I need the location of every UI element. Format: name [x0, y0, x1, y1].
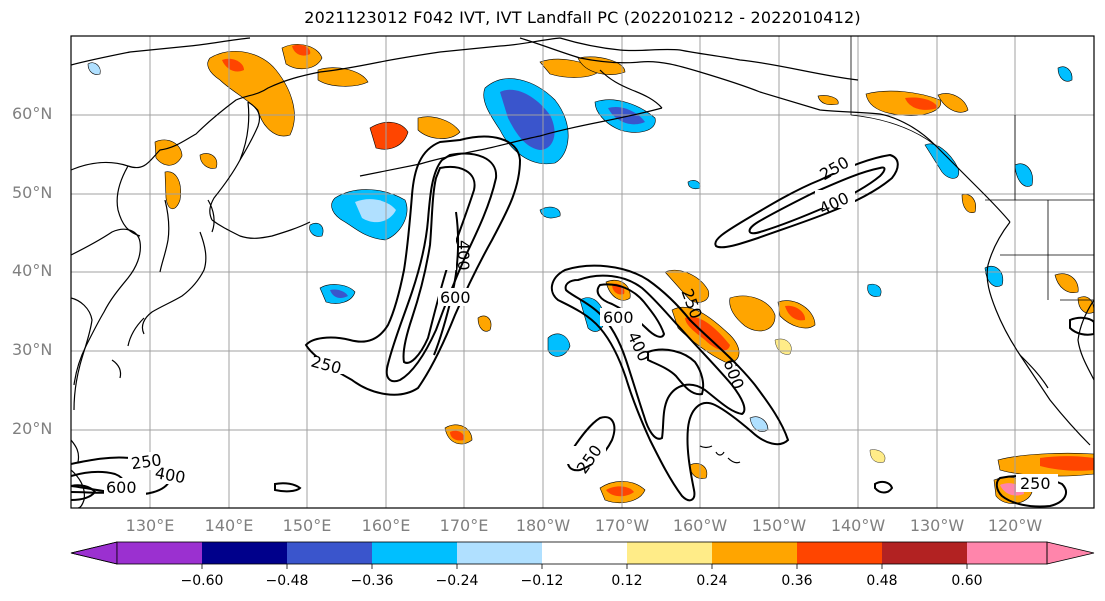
lat-label-40n: 40°N: [12, 261, 53, 280]
colorbar-extend-low: [70, 541, 118, 565]
lon-label: 150°W: [751, 516, 807, 535]
lat-label-30n: 30°N: [12, 340, 53, 359]
contour-label-400: 400: [624, 329, 654, 365]
lon-label: 130°E: [125, 516, 175, 535]
colorbar-tick-label: 0.12: [611, 573, 643, 589]
colorbar-bin: [202, 542, 287, 564]
lat-label-50n: 50°N: [12, 183, 53, 202]
colorbar-bin: [967, 542, 1047, 564]
map-plot-area: 250 400 600 600 250 400 600 250 250 400 …: [71, 36, 1094, 508]
colorbar-tick-label: 0.24: [696, 573, 728, 589]
colorbar-tick-label: 0.48: [866, 573, 898, 589]
lon-label: 120°W: [987, 516, 1043, 535]
lon-label: 180°W: [515, 516, 571, 535]
contour-label-600: 600: [106, 478, 137, 497]
colorbar-tick-label: 0.36: [781, 573, 813, 589]
coastlines: [71, 37, 1094, 508]
colorbar-bin: [372, 542, 457, 564]
lon-label: 160°W: [672, 516, 728, 535]
contour-label-600: 600: [440, 288, 471, 307]
contour-labels: 250 400 600 600 250 400 600 250 250 400 …: [104, 153, 1058, 497]
colorbar: [70, 541, 1095, 569]
map-title: 2021123012 F042 IVT, IVT Landfall PC (20…: [304, 8, 861, 27]
lon-label: 140°W: [830, 516, 886, 535]
colorbar-bin: [882, 542, 967, 564]
lon-label: 160°E: [361, 516, 411, 535]
lon-label: 170°E: [439, 516, 489, 535]
lat-label-20n: 20°N: [12, 419, 53, 438]
colorbar-tick-label: 0.60: [951, 573, 983, 589]
graticule: [71, 36, 1094, 508]
plot-frame: [70, 35, 1095, 509]
colorbar-bin: [542, 542, 627, 564]
contour-label-600: 600: [603, 308, 634, 327]
negative-anomaly-shading: [87, 62, 1073, 432]
contour-label-250: 250: [1020, 474, 1051, 493]
colorbar-bin: [712, 542, 797, 564]
colorbar-tick-label: −0.24: [435, 573, 479, 589]
contour-label-400: 400: [454, 240, 473, 271]
colorbar-bin: [627, 542, 712, 564]
colorbar-bin: [797, 542, 882, 564]
colorbar-extend-high: [1046, 541, 1095, 565]
lon-label: 130°W: [909, 516, 965, 535]
colorbar-tick-label: −0.48: [265, 573, 309, 589]
political-borders: [850, 36, 1094, 301]
colorbar-tick-label: −0.36: [350, 573, 394, 589]
colorbar-tick-label: −0.60: [180, 573, 224, 589]
lon-label: 150°E: [282, 516, 332, 535]
lat-label-60n: 60°N: [12, 104, 53, 123]
contour-label-600: 600: [720, 357, 748, 392]
colorbar-bin: [117, 542, 202, 564]
lon-label: 170°W: [594, 516, 650, 535]
colorbar-bin: [287, 542, 372, 564]
colorbar-tick-label: −0.12: [520, 573, 564, 589]
lon-label: 140°E: [204, 516, 254, 535]
colorbar-bin: [457, 542, 542, 564]
